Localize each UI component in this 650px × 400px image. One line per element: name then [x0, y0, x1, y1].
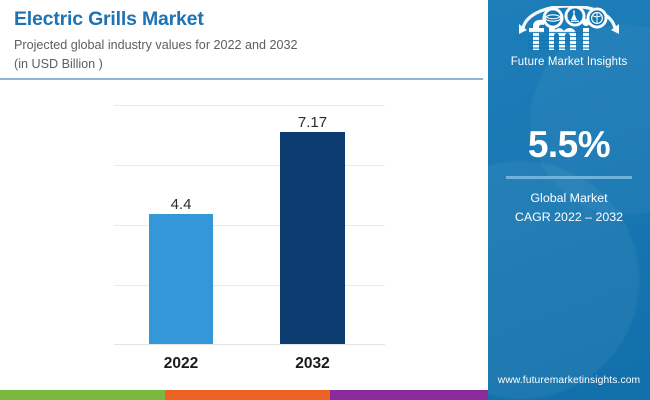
strip-segment-purple: [330, 390, 488, 400]
fmi-logo-mark: [519, 6, 619, 50]
logo-icon-world: [586, 7, 608, 29]
header-divider: [0, 78, 483, 80]
cagr-caption-line-2: CAGR 2022 – 2032: [514, 209, 624, 224]
bar-value-2032: 7.17: [297, 114, 328, 131]
chart-baseline: [114, 344, 385, 345]
cagr-value: 5.5%: [527, 124, 611, 165]
header: Electric Grills Market Projected global …: [14, 8, 474, 73]
chart-plot-area: 4.4 7.17 2022 2032: [114, 105, 385, 372]
gridline-1: [114, 105, 385, 106]
footer-color-strip: [0, 390, 488, 400]
category-label-2032: 2032: [295, 355, 330, 372]
gridline-4: [114, 285, 385, 286]
website-url[interactable]: www.futuremarketinsights.com: [497, 375, 641, 386]
bar-2022[interactable]: [149, 214, 213, 344]
strip-segment-orange: [165, 390, 330, 400]
main-content-area: Electric Grills Market Projected global …: [0, 8, 488, 400]
gridline-3: [114, 225, 385, 226]
fmi-logo-tagline: Future Market Insights: [510, 56, 628, 68]
bar-value-2022: 4.4: [170, 196, 192, 213]
fmi-logo[interactable]: Future Market Insights: [488, 6, 650, 68]
bar-chart: 4.4 7.17 2022 2032: [0, 86, 488, 376]
logo-icon-chart: [564, 6, 586, 27]
strip-segment-green: [0, 390, 165, 400]
page-subtitle-line-2: (in USD Billion ): [14, 56, 103, 71]
bar-2032[interactable]: [280, 132, 345, 344]
category-label-2022: 2022: [163, 355, 199, 372]
cagr-block: 5.5% Global Market CAGR 2022 – 2032: [488, 126, 650, 226]
logo-icon-globe: [542, 7, 564, 29]
page-title: Electric Grills Market: [14, 8, 204, 30]
gridline-2: [114, 165, 385, 166]
side-panel: Future Market Insights 5.5% Global Marke…: [488, 0, 650, 400]
cagr-caption-line-1: Global Market: [530, 191, 608, 205]
cagr-divider: [506, 176, 632, 179]
page-subtitle-line-1: Projected global industry values for 202…: [14, 38, 298, 53]
